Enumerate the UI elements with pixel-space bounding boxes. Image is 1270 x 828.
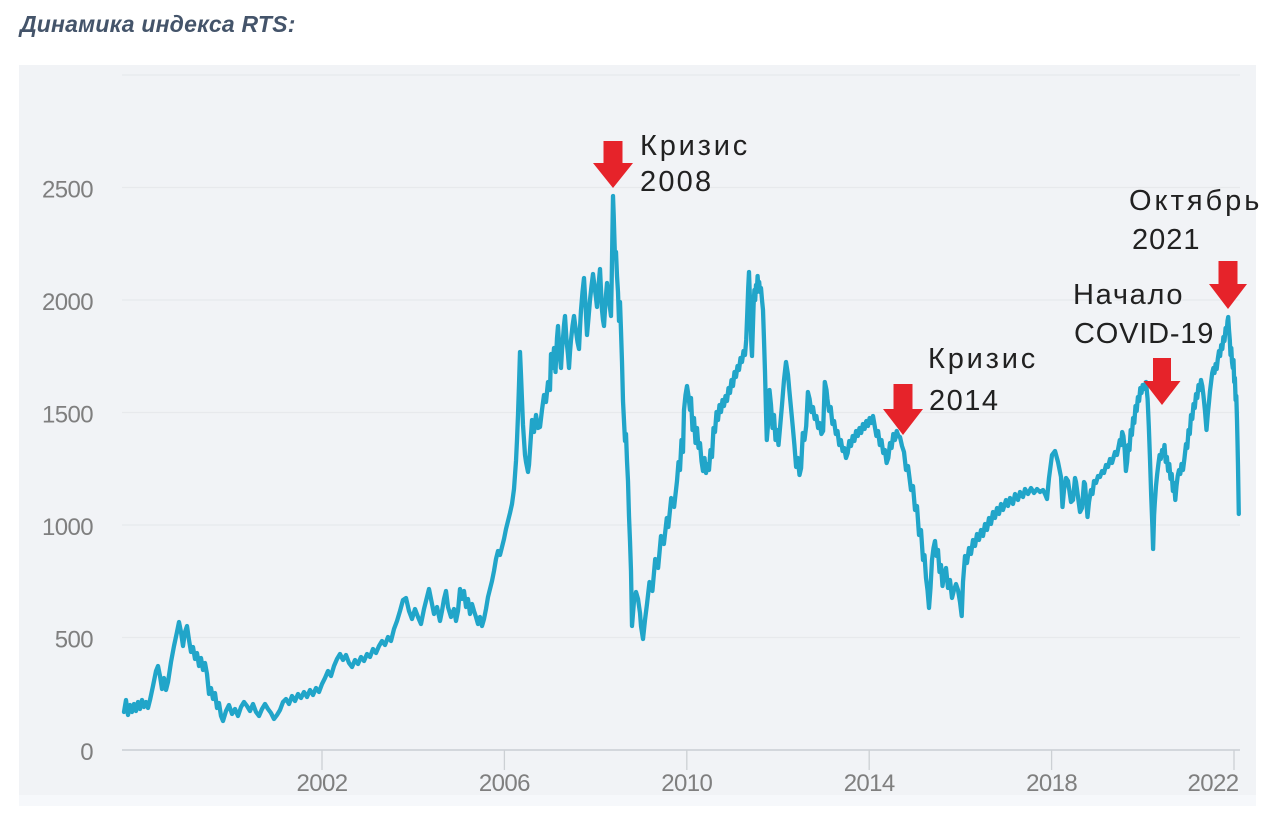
svg-text:2014: 2014 [844, 770, 895, 797]
svg-text:0: 0 [80, 739, 93, 766]
svg-text:Октябрь: Октябрь [1129, 185, 1262, 217]
svg-text:Кризис: Кризис [928, 343, 1038, 375]
svg-text:1000: 1000 [42, 514, 93, 541]
svg-text:Начало: Начало [1073, 279, 1184, 311]
svg-text:2010: 2010 [661, 770, 712, 797]
svg-text:2000: 2000 [42, 289, 93, 316]
svg-text:2006: 2006 [479, 770, 530, 797]
svg-text:2008: 2008 [640, 166, 713, 198]
svg-text:2500: 2500 [42, 177, 93, 204]
svg-text:2018: 2018 [1026, 770, 1077, 797]
svg-text:2021: 2021 [1132, 224, 1201, 256]
svg-text:2022: 2022 [1188, 770, 1239, 797]
svg-text:500: 500 [55, 627, 93, 654]
svg-text:2014: 2014 [929, 385, 1000, 417]
svg-text:2002: 2002 [297, 770, 348, 797]
svg-text:1500: 1500 [42, 402, 93, 429]
svg-text:COVID-19: COVID-19 [1074, 318, 1214, 350]
svg-text:Кризис: Кризис [640, 130, 750, 162]
